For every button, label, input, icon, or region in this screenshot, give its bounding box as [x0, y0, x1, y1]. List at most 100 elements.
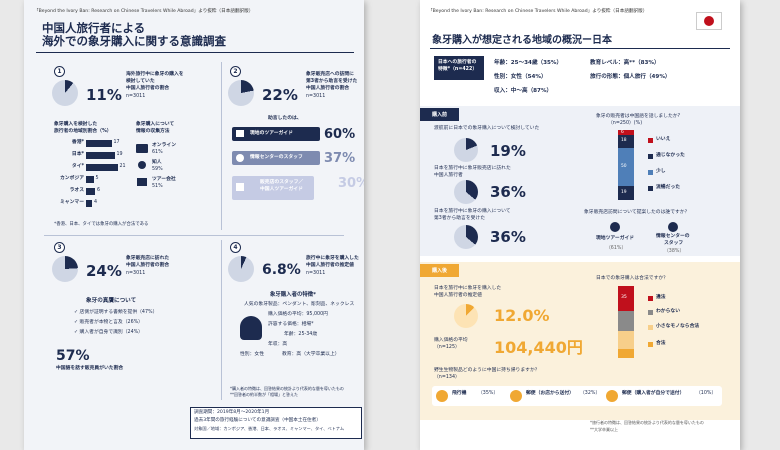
right-note-1: *旅行者の特徴は、回答結果の統計より代表的な層を導いたもの [590, 420, 704, 425]
tour-icon [137, 178, 147, 186]
advice-row-staff [232, 176, 314, 200]
shop-icon [236, 183, 244, 191]
title-divider [36, 52, 354, 53]
legend-small-swatch [648, 325, 653, 330]
seg-illegal [618, 286, 634, 311]
s1-n: n=3011 [126, 94, 146, 99]
dest-bar [86, 200, 92, 207]
carry-shop-pct: （32%） [580, 391, 601, 396]
pct-57: 57% [56, 348, 90, 364]
s4-text-1: 旅行中に象牙を購入した [306, 256, 359, 261]
info-acq-label: 知人 [152, 160, 162, 165]
buyer-silhouette-icon [240, 316, 262, 340]
s2-text-2: 第3者から助言を受けた [306, 79, 358, 84]
carry-plane-pct: （35%） [478, 391, 499, 396]
dest-value: 19 [116, 152, 123, 157]
s4-n: n=3011 [306, 271, 326, 276]
lang-question-2: （n=250）(%) [608, 121, 643, 126]
section-4-number: 4 [230, 242, 241, 253]
profile-travel: 旅行の形態：個人旅行（49%） [590, 74, 671, 80]
mail-self-icon [606, 390, 618, 402]
dest-bar [86, 176, 94, 183]
info-acq-pct: 59% [152, 167, 163, 172]
before-q3-1: 日本を旅行中に象牙の購入について [434, 209, 511, 214]
laptop-icon [136, 144, 148, 153]
auth-title: 象牙の真贋について [86, 298, 137, 304]
lang-seg: 6 [618, 130, 634, 135]
info-icon [236, 154, 244, 162]
info-title-2: 情報の収集方法 [136, 129, 170, 134]
dest-label: 日本* [71, 152, 84, 157]
japan-flag-icon [696, 12, 722, 30]
profile-income: 収入：中〜高（87%） [494, 88, 553, 94]
feature-note-1: *購入者の特徴は、回答結果の統計より代表的な層を導いたもの [230, 386, 344, 391]
dest-label: ラオス [69, 188, 84, 193]
dest-legal-note: *香港、日本、タイでは象牙の購入が合法である [54, 222, 149, 227]
vertical-divider-bottom [221, 240, 222, 400]
right-infographic-page: 「Beyond the Ivory Ban: Research on Chine… [420, 0, 740, 450]
lang-legend-label: 流暢だった [656, 185, 680, 190]
s2-text-3: 中国人旅行者の割合 [306, 86, 350, 91]
profile-label-box [434, 56, 484, 80]
pie-chart-24 [52, 256, 78, 282]
feature-age: 年齢：25-34歳 [284, 332, 318, 337]
advice-question: 象牙販売店訪問について提案したのは誰ですか？ [584, 210, 690, 215]
title-line-2: 海外での象牙購入に関する意識調査 [42, 34, 226, 48]
infocenter-icon [668, 222, 678, 232]
profile-edu: 教育レベル：高**（83%） [590, 60, 660, 66]
carry-question-1: 野生生物製品どのように中国に持ち帰りますか？ [434, 368, 540, 373]
seg-legal [618, 349, 634, 358]
advice-staff-pct: 30% [338, 176, 364, 191]
pie-chart-19 [454, 138, 478, 162]
lang-legend-swatch [648, 138, 653, 143]
dest-label: カンボジア [60, 176, 84, 181]
source-note-right: 「Beyond the Ivory Ban: Research on Chine… [428, 9, 648, 14]
auth-check-1: ✓ 店側が証明する書類を提供（47%） [74, 310, 158, 315]
info-online-label: オンライン [152, 143, 176, 148]
lang-question-1: 象牙の販売者は中国語を話しましたか? [596, 114, 681, 119]
adv-guide-pct: （61%） [606, 246, 627, 251]
people-icon [138, 161, 146, 169]
carry-self-label: 郵便（購入者が自分で送付） [622, 391, 685, 396]
title-line-1: 中国人旅行者による [42, 21, 146, 35]
dest-bar [86, 140, 112, 147]
advice-title: 助言したのは、 [268, 116, 302, 121]
flag-icon [236, 130, 244, 137]
dest-label: 香港* [71, 140, 84, 145]
info-title-1: 象牙購入について [136, 122, 175, 127]
legend-unknown: わからない [656, 309, 680, 314]
lang-legend-label: 通じなかった [656, 153, 685, 158]
dest-value: 4 [94, 200, 98, 205]
footer-line-3: 対象国／地域：カンボジア、香港、日本、ラオス、ミャンマー、タイ、ベトナム [194, 426, 345, 431]
pie-chart-6-8 [228, 256, 254, 282]
before-q1: 渡航前に日本での象牙購入について検討していた [434, 126, 540, 131]
survey-footer-box [190, 407, 362, 439]
advice-infocenter-pct: 37% [324, 151, 356, 166]
language-stacked-bar: 6 18 50 19 [618, 130, 634, 200]
s3-percent: 24% [86, 262, 122, 280]
adv-guide-label: 現地ツアーガイド [596, 236, 635, 241]
info-online-pct: 61% [152, 150, 163, 155]
lang-seg-value: 18 [621, 138, 627, 144]
s1-text-1: 海外旅行中に象牙の購入を [126, 72, 184, 77]
avg-label-2: （n=125） [434, 345, 460, 350]
carry-question-2: （n=134） [434, 375, 460, 380]
lang-legend-swatch [648, 154, 653, 159]
info-tour-label: ツアー会社 [152, 177, 176, 182]
pie-chart-36a [454, 180, 478, 204]
lang-legend-label: いいえ [656, 137, 671, 142]
pct-57-text: 中国語を話す販売員がいた割合 [56, 366, 124, 371]
after-q1-2: 中国人旅行者の推定値 [434, 293, 482, 298]
after-q1-1: 日本を旅行中に象牙を購入した [434, 286, 502, 291]
pie-chart-36b [454, 225, 478, 249]
advice-staff-label-1: 販売店のスタッフ／ [260, 180, 304, 185]
lang-seg: 18 [618, 134, 634, 149]
horizontal-divider [44, 235, 344, 236]
lang-seg-value: 19 [621, 189, 627, 195]
avg-price: 104,440円 [494, 338, 583, 357]
section-3-number: 3 [54, 242, 65, 253]
s2-n: n=3011 [306, 94, 326, 99]
adv-info-label-1: 情報センターの [656, 234, 690, 239]
profile-label-1: 日本への旅行者の [438, 60, 477, 65]
feature-edu: 教育：高（大学卒業以上） [282, 352, 340, 357]
